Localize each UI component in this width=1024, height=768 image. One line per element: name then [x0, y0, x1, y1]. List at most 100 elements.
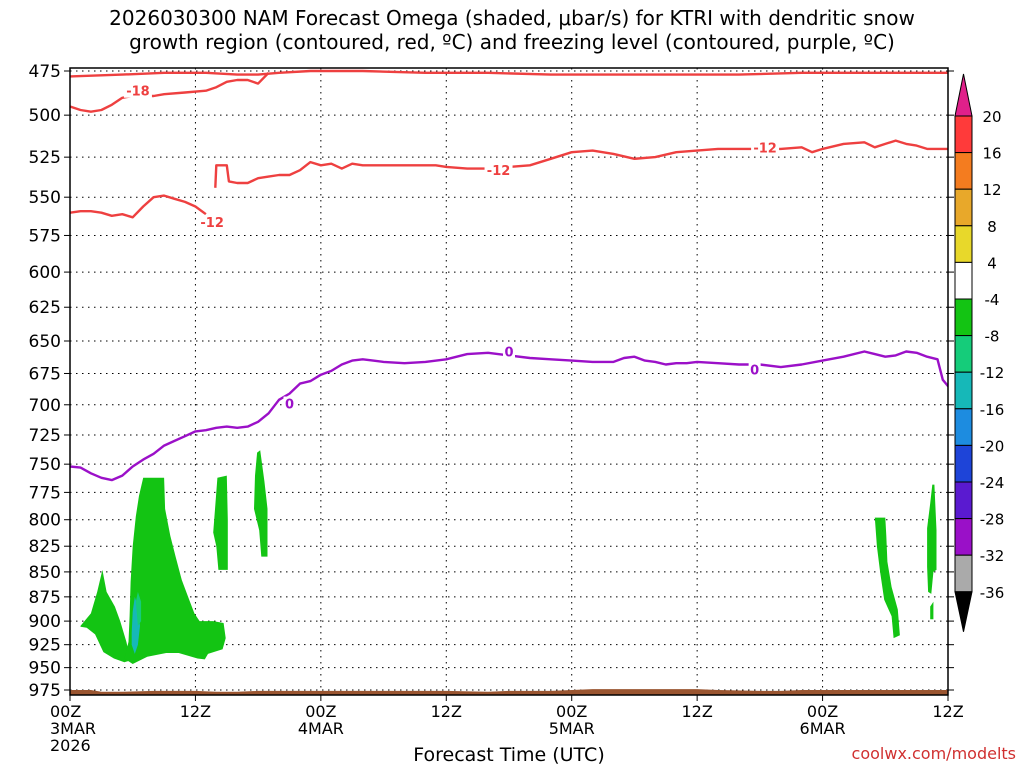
y-tick-label-800: 800: [29, 511, 61, 531]
y-tick-label-775: 775: [29, 483, 61, 503]
colorbar-label-9: -20: [980, 437, 1005, 455]
contour-label-zero-b: 0: [504, 346, 513, 361]
y-tick-label-975: 975: [29, 681, 61, 701]
colorbar-label-5: -4: [985, 291, 1000, 309]
y-tick-label-850: 850: [29, 563, 61, 583]
contour-label-minus12-b-bg: [484, 163, 513, 178]
colorbar-swatch-3: [954, 225, 973, 263]
omega-region-4: [135, 591, 142, 626]
x-tick-label-0-2: 2026: [50, 736, 91, 755]
y-tick-label-875: 875: [29, 588, 61, 608]
colorbar-swatch-4: [954, 261, 973, 300]
y-tick-label-475: 475: [29, 62, 61, 82]
colorbar-swatch-1: [954, 152, 973, 190]
dendritic-contour-minus12: [214, 139, 948, 188]
x-tick-label-24-0: 00Z: [305, 702, 336, 721]
omega-region-7: [874, 517, 900, 639]
colorbar-label-4: 4: [987, 254, 997, 272]
contour-lines: [70, 69, 948, 482]
omega-region-6: [254, 450, 268, 557]
y-tick-label-575: 575: [29, 226, 61, 246]
colorbar-swatch-11: [954, 518, 973, 556]
contour-label-minus18-bg: [123, 83, 152, 98]
colorbar-label-8: -16: [980, 401, 1005, 419]
omega-region-5: [213, 475, 228, 570]
x-tick-label-12-0: 12Z: [180, 702, 211, 721]
colorbar-label-13: -36: [980, 584, 1005, 602]
source-credit: coolwx.com/modelts: [851, 744, 1016, 763]
omega-region-9: [930, 601, 934, 620]
omega-region-1: [80, 569, 131, 663]
x-axis-label: Forecast Time (UTC): [413, 744, 605, 766]
dendritic-contour-minus12-left: [70, 194, 207, 219]
x-tick-label-0-1: 3MAR: [50, 719, 96, 738]
colorbar-label-7: -12: [980, 364, 1005, 382]
y-tick-label-900: 900: [29, 612, 61, 632]
contour-label-minus12-a-bg: [198, 214, 227, 229]
contour-label-minus12-c: -12: [753, 141, 777, 156]
colorbar-arrow-bottom: [954, 591, 973, 632]
y-tick-label-650: 650: [29, 332, 61, 352]
colorbar-swatch-0: [954, 115, 973, 154]
x-tick-label-24-1: 4MAR: [298, 719, 344, 738]
colorbar-label-10: -24: [980, 474, 1005, 492]
x-tick-label-60-0: 12Z: [681, 702, 712, 721]
dendritic-contour-minus18: [70, 71, 270, 113]
y-tick-label-600: 600: [29, 263, 61, 283]
contour-label-minus12-b: -12: [487, 164, 511, 179]
colorbar-swatch-7: [954, 371, 973, 410]
y-tick-label-525: 525: [29, 148, 61, 168]
colorbar-swatch-9: [954, 444, 973, 483]
y-tick-label-725: 725: [29, 426, 61, 446]
colorbar-swatch-5: [954, 298, 973, 337]
colorbar-swatch-6: [954, 335, 973, 373]
plot-axes: 475 500 525 550 575 600 625 650 675 700 725 750 775 8…: [29, 62, 964, 755]
y-tick-label-950: 950: [29, 659, 61, 679]
contour-label-zero-b-bg: [503, 344, 515, 359]
colorbar-label-3: 8: [987, 218, 997, 236]
x-tick-label-36-0: 12Z: [431, 702, 462, 721]
colorbar-swatch-10: [954, 481, 973, 520]
y-tick-label-750: 750: [29, 455, 61, 475]
colorbar-label-2: 12: [982, 181, 1001, 199]
colorbar-label-11: -28: [980, 511, 1005, 529]
y-tick-label-625: 625: [29, 298, 61, 318]
dendritic-contour-top: [70, 69, 948, 78]
colorbar-label-12: -32: [980, 547, 1005, 565]
y-tick-label-925: 925: [29, 636, 61, 656]
colorbar-arrow-top: [954, 73, 973, 117]
chart-title-line-2: growth region (contoured, red, ºC) and f…: [129, 30, 895, 54]
plot-frame: [69, 67, 949, 696]
contour-label-minus12-a: -12: [200, 216, 224, 231]
y-tick-label-500: 500: [29, 106, 61, 126]
x-tick-label-84-0: 12Z: [932, 702, 963, 721]
colorbar-label-6: -8: [985, 328, 1000, 346]
plot-grid: [70, 68, 948, 695]
chart-title: 2026030300 NAM Forecast Omega (shaded, μ…: [0, 6, 1024, 54]
y-tick-label-825: 825: [29, 537, 61, 557]
omega-region-2: [124, 477, 226, 664]
colorbar-swatch-2: [954, 188, 973, 227]
y-tick-label-675: 675: [29, 364, 61, 384]
terrain: [70, 689, 948, 695]
x-tick-label-72-1: 6MAR: [800, 719, 846, 738]
chart-title-line-1: 2026030300 NAM Forecast Omega (shaded, μ…: [109, 6, 915, 30]
omega-region-8: [927, 484, 937, 594]
x-tick-label-0-0: 00Z: [50, 702, 81, 721]
omega-colorbar: 20 16 12 8 4 -4 -8 -12 -16 -20 -24 -28 -32 -36: [954, 73, 1005, 632]
y-tick-label-700: 700: [29, 396, 61, 416]
colorbar-label-0: 20: [982, 108, 1001, 126]
colorbar-label-1: 16: [982, 145, 1001, 163]
colorbar-swatch-12: [954, 554, 973, 593]
x-tick-label-72-0: 00Z: [807, 702, 838, 721]
contour-label-minus12-c-bg: [751, 140, 780, 155]
contour-labels: -18 -12 -12 -12 0 0 0: [123, 83, 780, 413]
x-tick-label-48-0: 00Z: [556, 702, 587, 721]
freezing-level-contour: [70, 350, 948, 482]
colorbar-swatch-8: [954, 408, 973, 446]
y-tick-label-550: 550: [29, 188, 61, 208]
omega-shading: [70, 450, 948, 695]
contour-label-zero-c-bg: [748, 362, 761, 377]
contour-label-minus18: -18: [126, 85, 150, 100]
